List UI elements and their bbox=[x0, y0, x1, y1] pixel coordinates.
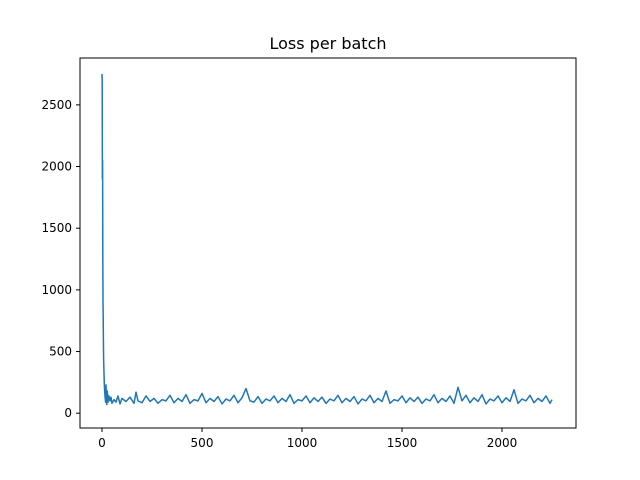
loss-series-line-0 bbox=[101, 74, 553, 406]
y-tick-label: 0 bbox=[64, 406, 72, 420]
y-tick-label: 1000 bbox=[41, 283, 72, 297]
x-tick-label: 500 bbox=[191, 436, 214, 450]
x-tick-label: 1500 bbox=[387, 436, 418, 450]
plot-area bbox=[101, 74, 553, 406]
x-tick-label: 2000 bbox=[487, 436, 518, 450]
axes: 0 500 1000 1500 2000 0 500 1000 1500 2000 2500 bbox=[41, 98, 517, 450]
y-tick-label: 2000 bbox=[41, 160, 72, 174]
chart-title: Loss per batch bbox=[269, 34, 386, 53]
x-tick-label: 0 bbox=[98, 436, 106, 450]
x-tick-label: 1000 bbox=[287, 436, 318, 450]
y-tick-label: 2500 bbox=[41, 98, 72, 112]
y-tick-label: 1500 bbox=[41, 221, 72, 235]
axes-frame bbox=[79, 57, 577, 429]
y-tick-label: 500 bbox=[49, 345, 72, 359]
